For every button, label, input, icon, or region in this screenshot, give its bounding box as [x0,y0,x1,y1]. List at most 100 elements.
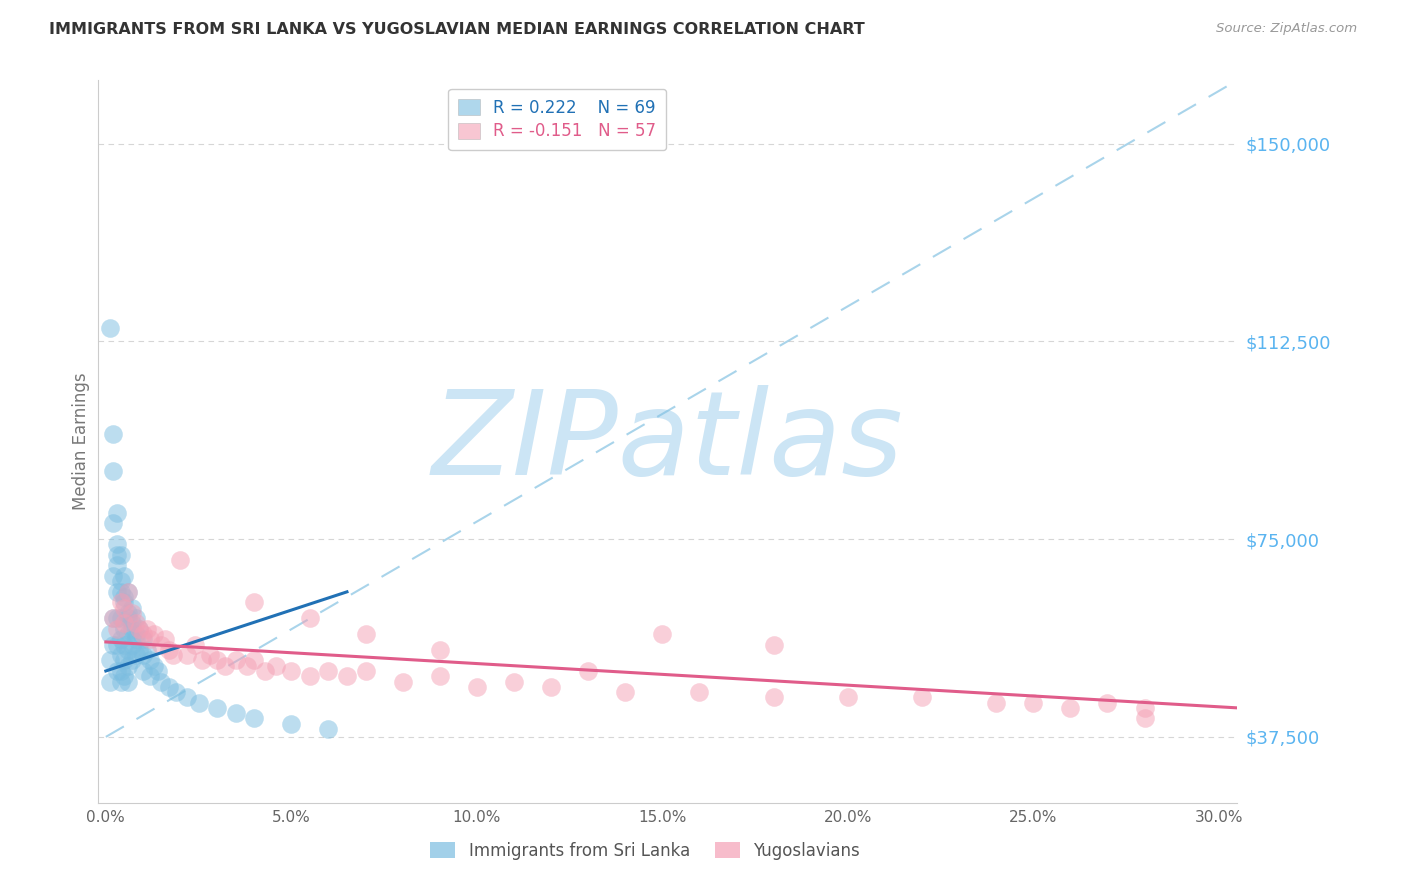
Point [105,611,128,625]
Point [132,627,155,641]
Point [135,622,157,636]
Point [103,638,125,652]
Point [651,627,673,641]
Point [169,553,191,567]
Point [121,600,143,615]
Point [354,664,377,678]
Point [762,690,785,705]
Point [132,648,155,662]
Point [105,585,128,599]
Point [112,653,135,667]
Point [243,711,266,725]
Point [105,638,128,652]
Point [837,690,859,705]
Point [1133,701,1156,715]
Point [157,643,180,657]
Point [150,638,173,652]
Point [112,569,135,583]
Point [540,680,562,694]
Point [503,674,526,689]
Point [162,648,184,662]
Point [105,622,128,636]
Point [198,648,221,662]
Point [103,611,125,625]
Point [576,664,599,678]
Point [143,658,166,673]
Point [112,600,135,615]
Point [117,643,139,657]
Point [318,664,340,678]
Point [243,653,266,667]
Point [124,616,146,631]
Point [214,658,236,673]
Point [391,674,413,689]
Point [103,464,125,478]
Point [103,569,125,583]
Point [429,669,451,683]
Point [121,653,143,667]
Point [110,595,132,609]
Point [117,627,139,641]
Point [336,669,359,683]
Point [150,674,173,689]
Point [124,648,146,662]
Point [762,638,785,652]
Legend: Immigrants from Sri Lanka, Yugoslavians: Immigrants from Sri Lanka, Yugoslavians [423,836,866,867]
Point [117,658,139,673]
Point [98,674,121,689]
Point [112,590,135,604]
Point [146,664,169,678]
Point [254,664,277,678]
Text: IMMIGRANTS FROM SRI LANKA VS YUGOSLAVIAN MEDIAN EARNINGS CORRELATION CHART: IMMIGRANTS FROM SRI LANKA VS YUGOSLAVIAN… [49,22,865,37]
Point [266,658,288,673]
Point [1133,711,1156,725]
Point [128,622,150,636]
Point [103,426,125,441]
Point [110,611,132,625]
Point [110,674,132,689]
Point [110,574,132,589]
Point [98,321,121,335]
Point [1022,696,1045,710]
Point [128,643,150,657]
Point [124,627,146,641]
Point [236,658,259,673]
Point [112,638,135,652]
Point [110,664,132,678]
Point [121,638,143,652]
Text: Source: ZipAtlas.com: Source: ZipAtlas.com [1216,22,1357,36]
Point [132,664,155,678]
Point [298,611,321,625]
Point [176,690,198,705]
Point [105,558,128,573]
Point [121,606,143,620]
Point [105,537,128,551]
Point [103,516,125,531]
Point [105,548,128,562]
Text: ZIPatlas: ZIPatlas [432,384,904,499]
Point [187,696,209,710]
Point [105,506,128,520]
Point [318,722,340,736]
Point [184,638,207,652]
Point [165,685,187,699]
Point [614,685,637,699]
Point [157,680,180,694]
Point [121,616,143,631]
Point [110,548,132,562]
Point [280,664,302,678]
Point [135,643,157,657]
Point [124,632,146,647]
Point [205,701,228,715]
Point [124,611,146,625]
Point [112,622,135,636]
Point [911,690,934,705]
Point [121,622,143,636]
Point [128,622,150,636]
Point [139,632,162,647]
Point [225,653,247,667]
Point [243,595,266,609]
Point [143,627,166,641]
Point [1059,701,1081,715]
Point [117,611,139,625]
